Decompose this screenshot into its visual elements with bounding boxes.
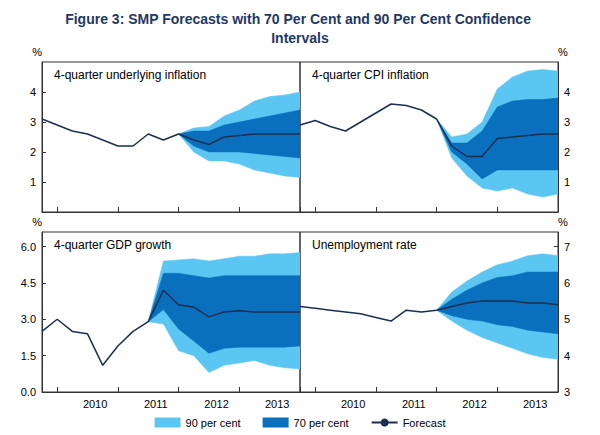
svg-text:%: % [32, 216, 42, 228]
svg-text:3: 3 [30, 116, 36, 128]
svg-text:Forecast: Forecast [403, 417, 446, 429]
svg-text:3: 3 [564, 116, 570, 128]
svg-text:4-quarter underlying inflation: 4-quarter underlying inflation [54, 68, 206, 82]
svg-text:1.5: 1.5 [21, 350, 36, 362]
svg-text:2013: 2013 [523, 398, 547, 410]
svg-text:2: 2 [564, 146, 570, 158]
svg-text:%: % [32, 46, 42, 58]
svg-text:2010: 2010 [341, 398, 365, 410]
svg-text:2012: 2012 [204, 398, 228, 410]
svg-text:%: % [558, 216, 568, 228]
svg-text:3.0: 3.0 [21, 313, 36, 325]
svg-text:4: 4 [564, 86, 570, 98]
svg-text:4.5: 4.5 [21, 277, 36, 289]
svg-text:1: 1 [564, 176, 570, 188]
svg-text:Unemployment rate: Unemployment rate [312, 238, 417, 252]
svg-text:6: 6 [564, 277, 570, 289]
svg-text:2011: 2011 [144, 398, 168, 410]
svg-text:4: 4 [564, 350, 570, 362]
svg-text:2011: 2011 [402, 398, 426, 410]
svg-text:2012: 2012 [462, 398, 486, 410]
svg-text:2013: 2013 [265, 398, 289, 410]
svg-text:0.0: 0.0 [21, 386, 36, 398]
svg-text:1: 1 [30, 176, 36, 188]
svg-text:5: 5 [564, 313, 570, 325]
svg-text:4-quarter GDP growth: 4-quarter GDP growth [54, 238, 171, 252]
svg-text:4-quarter CPI inflation: 4-quarter CPI inflation [312, 68, 429, 82]
svg-text:2: 2 [30, 146, 36, 158]
svg-text:7: 7 [564, 241, 570, 253]
svg-text:%: % [558, 46, 568, 58]
svg-text:Figure 3: SMP Forecasts with 7: Figure 3: SMP Forecasts with 70 Per Cent… [65, 11, 535, 27]
svg-text:4: 4 [30, 86, 36, 98]
svg-text:90 per cent: 90 per cent [186, 417, 241, 429]
svg-text:2010: 2010 [83, 398, 107, 410]
svg-text:6.0: 6.0 [21, 241, 36, 253]
svg-text:3: 3 [564, 386, 570, 398]
svg-text:70 per cent: 70 per cent [294, 417, 349, 429]
svg-text:Intervals: Intervals [271, 30, 329, 46]
